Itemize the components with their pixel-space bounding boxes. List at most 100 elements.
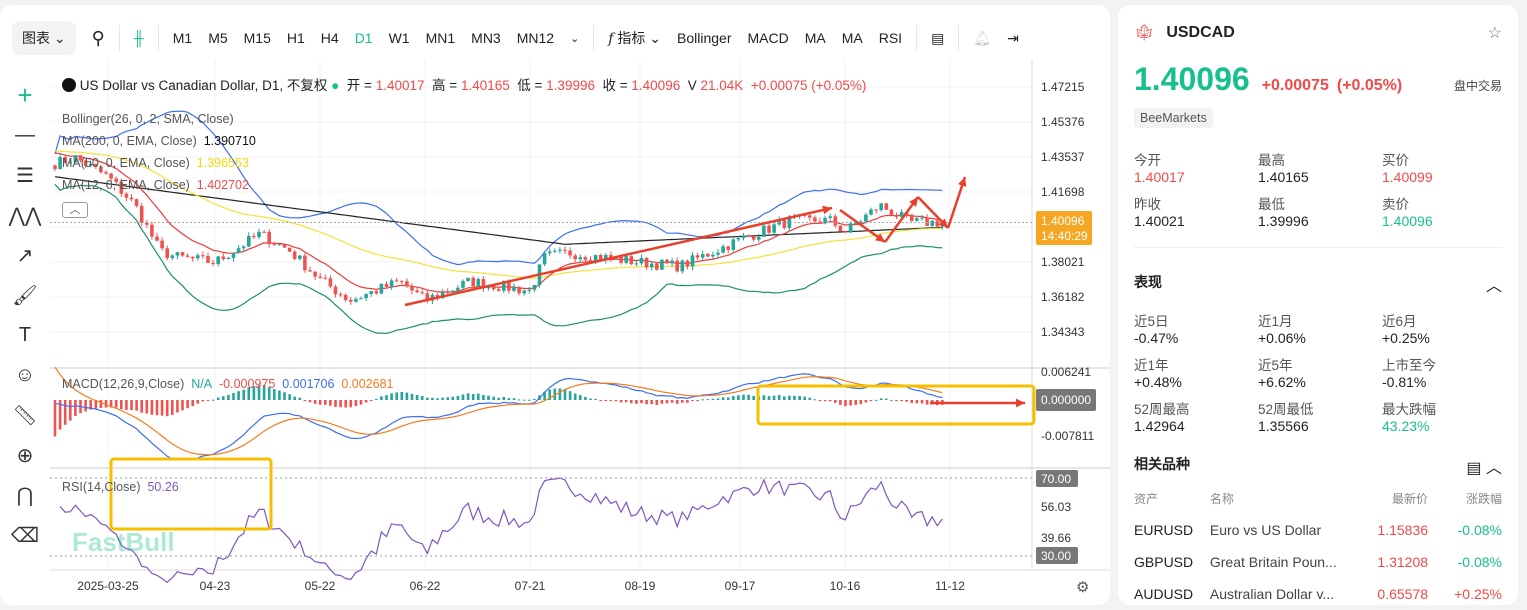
candle-body — [73, 155, 78, 163]
change-value: +0.00075 (+0.05%) — [750, 78, 867, 93]
quote-label: 最高 — [1258, 153, 1285, 168]
macd-legend[interactable]: MACD(12,26,9,Close) N/A -0.000975 0.0017… — [62, 377, 394, 391]
timeframe-MN12[interactable]: MN12 — [516, 30, 555, 46]
timeframe-H1[interactable]: H1 — [286, 30, 305, 46]
arrow-tool-icon[interactable]: ↗ — [16, 244, 34, 267]
broker-badge[interactable]: BeeMarkets — [1134, 108, 1213, 128]
indicator-bollinger[interactable]: Bollinger — [677, 30, 732, 46]
macd-histogram-bar — [726, 397, 730, 400]
related-name: Euro vs US Dollar — [1209, 522, 1322, 538]
candle-body — [114, 178, 118, 182]
date-axis-label: 06-22 — [410, 579, 441, 593]
indicator-ma[interactable]: MA — [804, 30, 826, 46]
rsi-axis-label: 56.03 — [1041, 500, 1071, 514]
candle-body — [323, 277, 328, 279]
zoom-in-icon[interactable]: ⊕ — [16, 444, 34, 467]
rsi-legend[interactable]: RSI(14,Close) 50.26 — [62, 480, 179, 494]
alert-bell-icon[interactable]: 🔔︎ — [973, 29, 992, 46]
price-axis-label: 1.38021 — [1041, 255, 1085, 269]
related-row[interactable]: AUDUSD Australian Dollar v... 0.65578 +0.25… — [1134, 578, 1502, 610]
candle-body — [445, 292, 450, 294]
indicator-ma[interactable]: MA — [841, 30, 863, 46]
chart-menu-button[interactable]: 图表 ⌄ — [12, 21, 76, 55]
annotation-arrowhead — [958, 177, 967, 187]
timeframe-MN3[interactable]: MN3 — [471, 30, 501, 46]
open-value: 1.40017 — [375, 78, 425, 93]
eraser-icon[interactable]: ⌫ — [10, 524, 40, 547]
indicators-button[interactable]: f 指标 ⌄ — [608, 30, 661, 47]
macd-histogram-bar — [747, 394, 750, 400]
chart-settings-gear-icon[interactable]: ⚙ — [1076, 579, 1090, 596]
layout-icon[interactable]: ▤ — [931, 29, 945, 46]
candle-body — [920, 217, 924, 219]
perf-label: 近6月 — [1382, 314, 1417, 329]
macd-histogram-bar — [808, 397, 812, 400]
favorite-star-icon[interactable]: ☆ — [1487, 25, 1502, 42]
timeframe-MN1[interactable]: MN1 — [425, 30, 456, 46]
candle-body — [78, 155, 83, 161]
candle-body — [655, 263, 659, 270]
candle-type-icon[interactable]: ╫ — [133, 30, 144, 46]
bollinger-legend[interactable]: Bollinger(26, 0, 2, SMA, Close) — [62, 112, 234, 126]
fib-icon[interactable]: ☰ — [16, 164, 34, 187]
macd-histogram-bar — [313, 400, 317, 404]
timeframe-D1[interactable]: D1 — [354, 30, 373, 46]
search-icon[interactable]: ⚲ — [91, 27, 105, 48]
related-row[interactable]: GBPUSD Great Britain Poun... 1.31208 -0.08% — [1134, 546, 1502, 578]
brush-icon[interactable]: 🖌︎ — [12, 284, 38, 307]
candle-body — [216, 256, 220, 264]
candle-body — [236, 248, 241, 253]
macd-histogram-bar — [609, 400, 613, 401]
emoji-icon[interactable]: ☺ — [14, 363, 36, 386]
ma200-legend[interactable]: MA(200, 0, EMA, Close) 1.390710 — [62, 134, 256, 148]
collapse-chevron-icon[interactable]: ︿ — [1485, 460, 1502, 477]
candle-body — [833, 216, 838, 226]
timeframe-W1[interactable]: W1 — [388, 30, 410, 46]
candle-body — [593, 255, 598, 262]
pattern-icon[interactable]: ⋀⋀ — [8, 204, 42, 227]
timeframe-M15[interactable]: M15 — [243, 30, 271, 46]
macd-histogram-bar — [563, 389, 567, 400]
text-tool-icon[interactable]: T — [18, 323, 32, 346]
collapse-chevron-icon[interactable]: ︿ — [1485, 278, 1502, 295]
ma12-legend[interactable]: MA(12, 0, EMA, Close) 1.402702 — [62, 178, 249, 192]
timeframe-M5[interactable]: M5 — [208, 30, 228, 46]
ruler-icon[interactable]: 📏︎ — [12, 404, 38, 427]
candle-body — [532, 285, 537, 290]
collapse-panel-icon[interactable]: ⇥ — [1007, 29, 1019, 46]
candle-body — [328, 278, 333, 287]
current-price: 1.40096 — [1134, 61, 1250, 97]
related-row[interactable]: EURUSD Euro vs US Dollar 1.15836 -0.08% — [1134, 514, 1502, 546]
macd-histogram-bar — [237, 391, 240, 400]
macd-histogram-bar — [426, 397, 429, 400]
timeframe-M1[interactable]: M1 — [172, 30, 193, 46]
macd-histogram-bar — [150, 400, 154, 415]
crosshair-icon[interactable]: + — [17, 79, 33, 110]
price-chart[interactable]: 1.47215 1.45376 1.43537 1.41698 1.38021 1.361… — [0, 0, 1110, 598]
ma50-legend[interactable]: MA(50, 0, EMA, Close) 1.396553 — [62, 156, 249, 170]
date-axis-label: 07-21 — [515, 579, 546, 593]
collapse-legend-button[interactable]: ︿ — [62, 202, 88, 218]
candle-body — [196, 255, 200, 259]
horizontal-line-icon[interactable]: — — [15, 123, 35, 146]
macd-histogram-bar — [303, 400, 307, 401]
indicator-macd[interactable]: MACD — [747, 30, 789, 46]
timeframe-group: M1 M5 M15 H1 H4 D1 W1 MN1 MN3 MN12 — [165, 30, 562, 46]
macd-histogram-bar — [528, 399, 531, 401]
list-icon[interactable]: ▤ — [1466, 460, 1482, 477]
timeframe-H4[interactable]: H4 — [320, 30, 339, 46]
macd-histogram-bar — [660, 400, 664, 404]
more-timeframes-chevron-icon[interactable]: ⌄ — [570, 32, 580, 45]
macd-histogram-bar — [579, 395, 582, 400]
candle-body — [359, 298, 363, 300]
macd-histogram-bar — [165, 400, 169, 417]
quote-label: 今开 — [1134, 153, 1161, 168]
price-axis-label: 1.47215 — [1041, 80, 1085, 94]
candle-body — [165, 248, 169, 259]
price-axis-label: 1.43537 — [1041, 150, 1085, 164]
macd-histogram-bar — [630, 400, 633, 404]
perf-item: 近5日 -0.47% — [1134, 310, 1258, 346]
magnet-icon[interactable]: ⋂ — [16, 484, 34, 507]
indicator-rsi[interactable]: RSI — [878, 30, 903, 46]
macd-hist-value: -0.000975 — [219, 377, 276, 391]
